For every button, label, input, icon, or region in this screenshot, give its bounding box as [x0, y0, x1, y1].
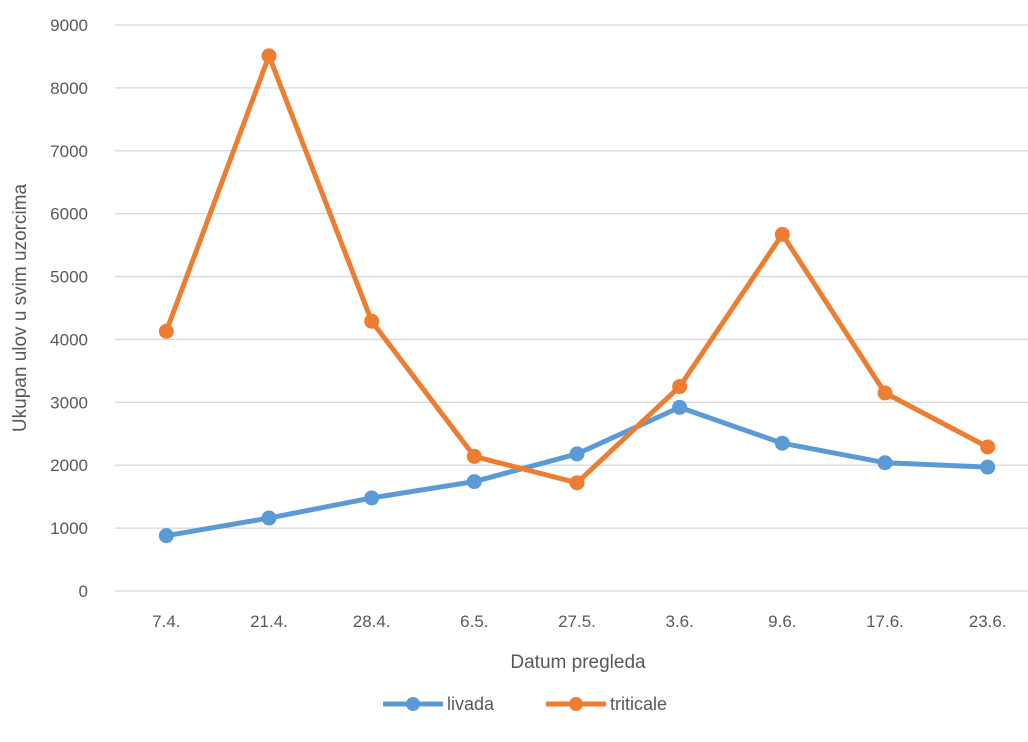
- y-tick-label: 7000: [50, 142, 88, 161]
- x-tick-label: 3.6.: [665, 612, 693, 631]
- data-point-triticale: [877, 385, 893, 401]
- data-point-livada: [672, 399, 688, 415]
- data-point-triticale: [672, 379, 688, 395]
- data-point-livada: [877, 455, 893, 471]
- y-tick-label: 4000: [50, 330, 88, 349]
- x-tick-label: 17.6.: [866, 612, 904, 631]
- y-tick-label: 8000: [50, 79, 88, 98]
- legend: livada triticale: [383, 694, 667, 714]
- data-point-triticale: [466, 448, 482, 464]
- legend-label-livada: livada: [447, 694, 495, 714]
- x-tick-label: 21.4.: [250, 612, 288, 631]
- data-point-livada: [774, 435, 790, 451]
- x-axis-ticks: 7.4. 21.4. 28.4. 6.5. 27.5. 3.6. 9.6. 17.6. 23.6…: [152, 612, 1006, 631]
- y-tick-label: 0: [79, 582, 88, 601]
- x-axis-title: Datum pregleda: [510, 652, 646, 673]
- x-tick-label: 9.6.: [768, 612, 796, 631]
- y-tick-label: 2000: [50, 456, 88, 475]
- y-tick-label: 3000: [50, 393, 88, 412]
- x-tick-label: 27.5.: [558, 612, 596, 631]
- data-point-livada: [261, 510, 277, 526]
- data-point-triticale: [980, 439, 996, 455]
- y-tick-label: 6000: [50, 205, 88, 224]
- data-point-triticale: [774, 226, 790, 242]
- y-tick-label: 5000: [50, 268, 88, 287]
- y-tick-label: 1000: [50, 519, 88, 538]
- legend-label-triticale: triticale: [610, 694, 667, 714]
- x-tick-label: 28.4.: [353, 612, 391, 631]
- y-axis-ticks: 0 1000 2000 3000 4000 5000 6000 7000 8000 9000: [50, 16, 88, 601]
- legend-marker-livada: [406, 697, 420, 711]
- x-tick-label: 23.6.: [969, 612, 1007, 631]
- x-tick-label: 6.5.: [460, 612, 488, 631]
- data-point-triticale: [569, 475, 585, 491]
- legend-item-triticale: triticale: [546, 694, 667, 714]
- series-triticale: [158, 48, 996, 491]
- data-point-livada: [980, 459, 996, 475]
- data-point-triticale: [261, 48, 277, 64]
- y-tick-label: 9000: [50, 16, 88, 35]
- x-tick-label: 7.4.: [152, 612, 180, 631]
- y-axis-title: Ukupan ulov u svim uzorcima: [10, 183, 31, 432]
- data-point-livada: [158, 528, 174, 544]
- legend-item-livada: livada: [383, 694, 495, 714]
- data-point-triticale: [158, 323, 174, 339]
- series-layer: [158, 48, 996, 544]
- series-line-triticale: [163, 53, 991, 486]
- data-point-livada: [569, 446, 585, 462]
- data-point-livada: [466, 474, 482, 490]
- series-livada: [158, 399, 996, 544]
- data-point-livada: [364, 490, 380, 506]
- series-line-livada: [163, 404, 991, 539]
- legend-marker-triticale: [569, 697, 583, 711]
- gridlines: [115, 24, 1028, 592]
- data-point-triticale: [364, 313, 380, 329]
